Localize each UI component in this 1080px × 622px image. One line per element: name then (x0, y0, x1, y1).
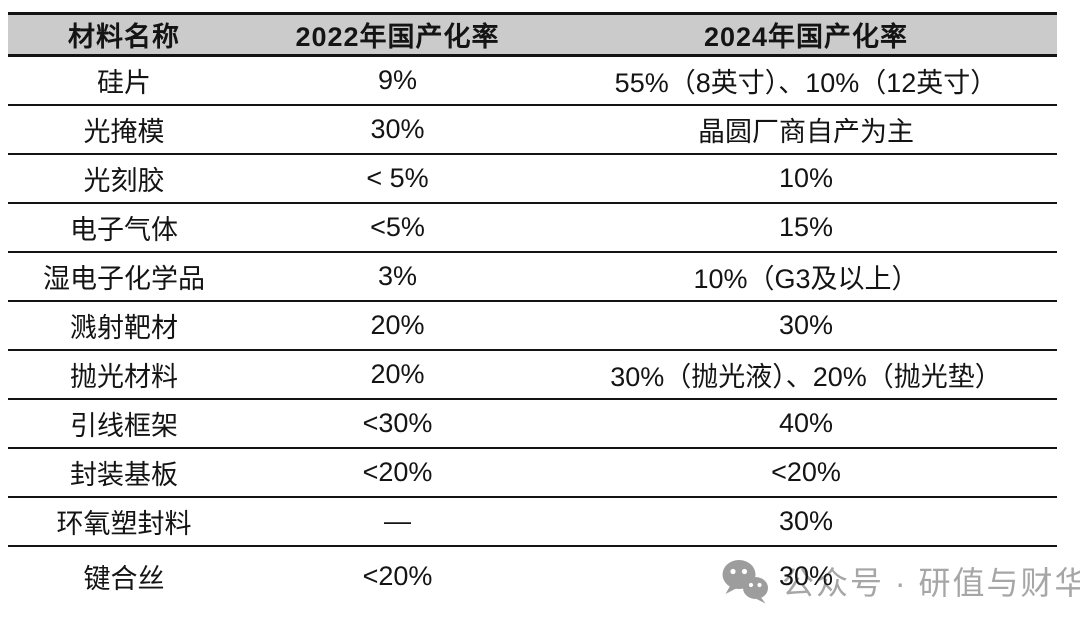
table-row: 湿电子化学品 3% 10%（G3及以上） (8, 251, 1057, 302)
material-cell: 电子气体 (8, 202, 240, 253)
materials-table: 材料名称 2022年国产化率 2024年国产化率 硅片 9% 55%（8英寸）、… (8, 12, 1057, 596)
material-cell: 光刻胶 (8, 153, 240, 204)
rate-2024-cell: 40% (555, 398, 1057, 449)
header-rate-2024: 2024年国产化率 (555, 12, 1057, 57)
watermark-text: 公众号 · 研值与财华 (782, 565, 1080, 601)
table-row: 溅射靶材 20% 30% (8, 300, 1057, 351)
material-cell: 键合丝 (83, 563, 165, 594)
localization-rate-table-wrap: 材料名称 2022年国产化率 2024年国产化率 硅片 9% 55%（8英寸）、… (8, 12, 1057, 596)
rate-2022-cell: 3% (240, 251, 555, 302)
material-cell: 光掩模 (8, 104, 240, 155)
rate-2024-cell: <20% (555, 447, 1057, 498)
watermark: 公众号 · 研值与财华 (720, 558, 1080, 604)
rate-2024-cell: 30% (555, 300, 1057, 351)
rate-2022-cell: < 5% (240, 153, 555, 204)
table-row: 光刻胶 < 5% 10% (8, 153, 1057, 204)
material-cell: 湿电子化学品 (8, 251, 240, 302)
material-cell: 环氧塑封料 (8, 496, 240, 547)
table-row: 抛光材料 20% 30%（抛光液）、20%（抛光垫） (8, 349, 1057, 400)
rate-2024-cell: 55%（8英寸）、10%（12英寸） (555, 55, 1057, 106)
table-row: 电子气体 <5% 15% (8, 202, 1057, 253)
material-cell: 引线框架 (8, 398, 240, 449)
rate-2024-cell: 30% (778, 560, 834, 591)
table-row: 硅片 9% 55%（8英寸）、10%（12英寸） (8, 55, 1057, 106)
material-cell: 封装基板 (8, 447, 240, 498)
rate-2024-cell: 10%（G3及以上） (555, 251, 1057, 302)
rate-2022-cell: <20% (362, 560, 433, 591)
rate-2022-cell: <20% (240, 447, 555, 498)
rate-2022-cell: 30% (240, 104, 555, 155)
rate-2024-cell: 30% (555, 496, 1057, 547)
table-row: 引线框架 <30% 40% (8, 398, 1057, 449)
rate-2022-cell: — (240, 496, 555, 547)
rate-2022-cell: 20% (240, 300, 555, 351)
material-cell: 硅片 (8, 55, 240, 106)
table-row: 环氧塑封料 — 30% (8, 496, 1057, 547)
table-row: 光掩模 30% 晶圆厂商自产为主 (8, 104, 1057, 155)
material-cell: 抛光材料 (8, 349, 240, 400)
rate-2022-cell: 9% (240, 55, 555, 106)
rate-2022-cell: <30% (240, 398, 555, 449)
header-material: 材料名称 (8, 12, 240, 57)
rate-2024-cell: 晶圆厂商自产为主 (555, 104, 1057, 155)
table-header-row: 材料名称 2022年国产化率 2024年国产化率 (8, 12, 1057, 57)
rate-2024-cell: 30%（抛光液）、20%（抛光垫） (555, 349, 1057, 400)
table-row: 封装基板 <20% <20% (8, 447, 1057, 498)
table-row: 键合丝 <20% 30% (8, 546, 1057, 596)
rate-2022-cell: 20% (240, 349, 555, 400)
rate-2022-cell: <5% (240, 202, 555, 253)
material-cell: 溅射靶材 (8, 300, 240, 351)
rate-2024-cell: 10% (555, 153, 1057, 204)
header-rate-2022: 2022年国产化率 (240, 12, 555, 57)
wechat-icon (720, 558, 770, 604)
rate-2024-cell: 15% (555, 202, 1057, 253)
